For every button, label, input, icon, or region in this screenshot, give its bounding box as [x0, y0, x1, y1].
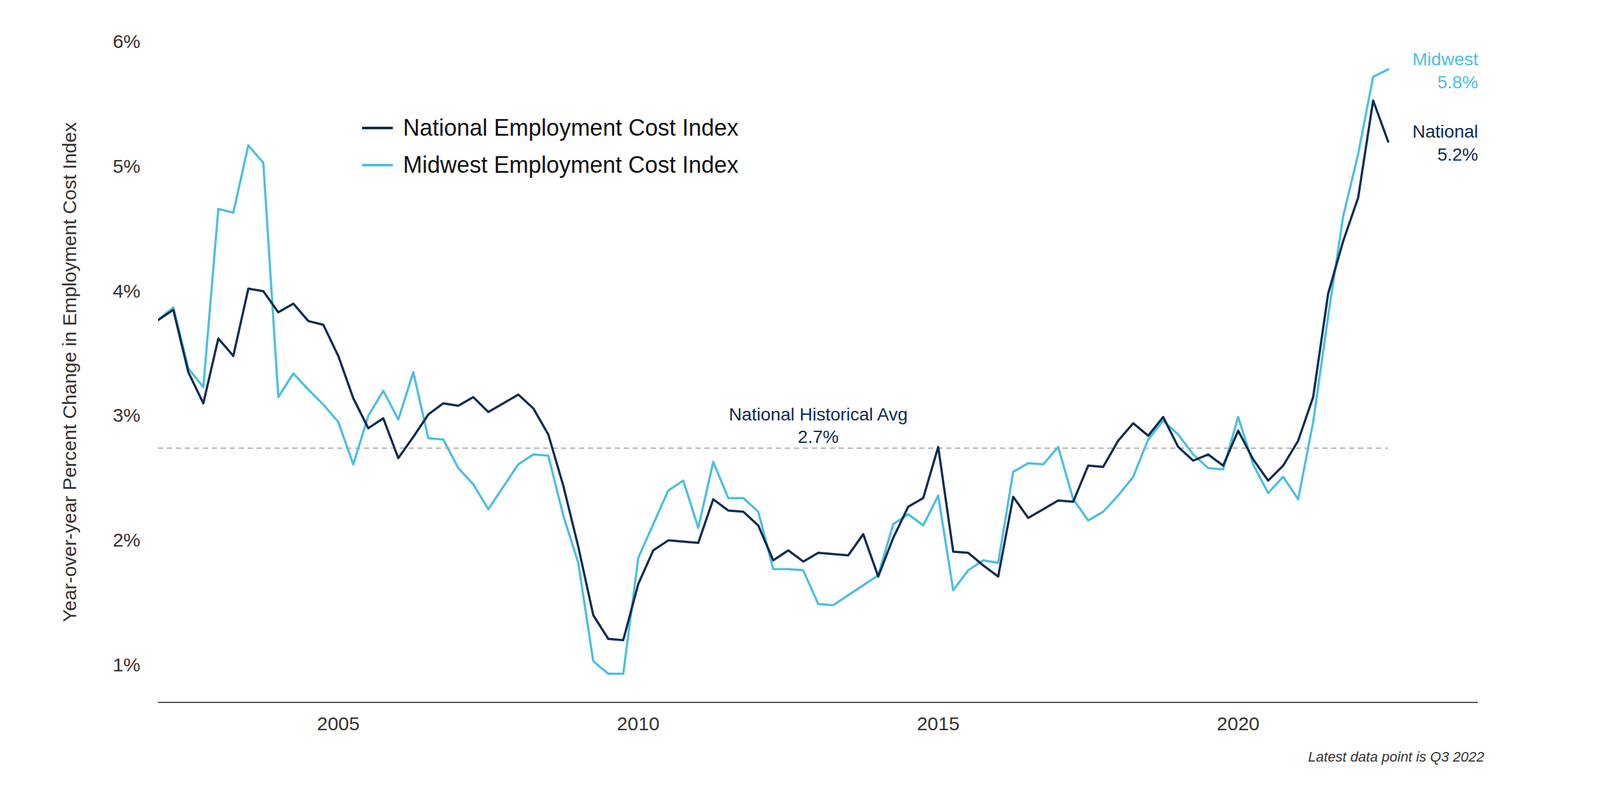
svg-text:2020: 2020: [1216, 712, 1260, 734]
svg-text:6%: 6%: [112, 30, 141, 52]
html-text:National Employment Cost Index: National Employment Cost Index: [403, 114, 739, 141]
svg-text:2010: 2010: [616, 712, 660, 734]
svg-text:2015: 2015: [916, 712, 960, 734]
svg-text:5%: 5%: [112, 155, 141, 177]
svg-text:4%: 4%: [112, 280, 141, 302]
svg-text:Midwest5.8%: Midwest5.8%: [1412, 49, 1479, 93]
svg-text:Year-over-year Percent Change: Year-over-year Percent Change in Employm…: [58, 122, 80, 622]
svg-text:2%: 2%: [112, 529, 141, 551]
html-text:Latest data point is Q3 2022: Latest data point is Q3 2022: [1308, 748, 1485, 765]
svg-text:1%: 1%: [112, 653, 141, 675]
svg-text:National5.2%: National5.2%: [1412, 121, 1479, 165]
html-text:Midwest Employment Cost Index: Midwest Employment Cost Index: [403, 151, 739, 178]
svg-text:3%: 3%: [112, 404, 141, 426]
svg-text:2005: 2005: [316, 712, 360, 734]
svg-text:National Historical Avg2.7%: National Historical Avg2.7%: [728, 404, 908, 447]
